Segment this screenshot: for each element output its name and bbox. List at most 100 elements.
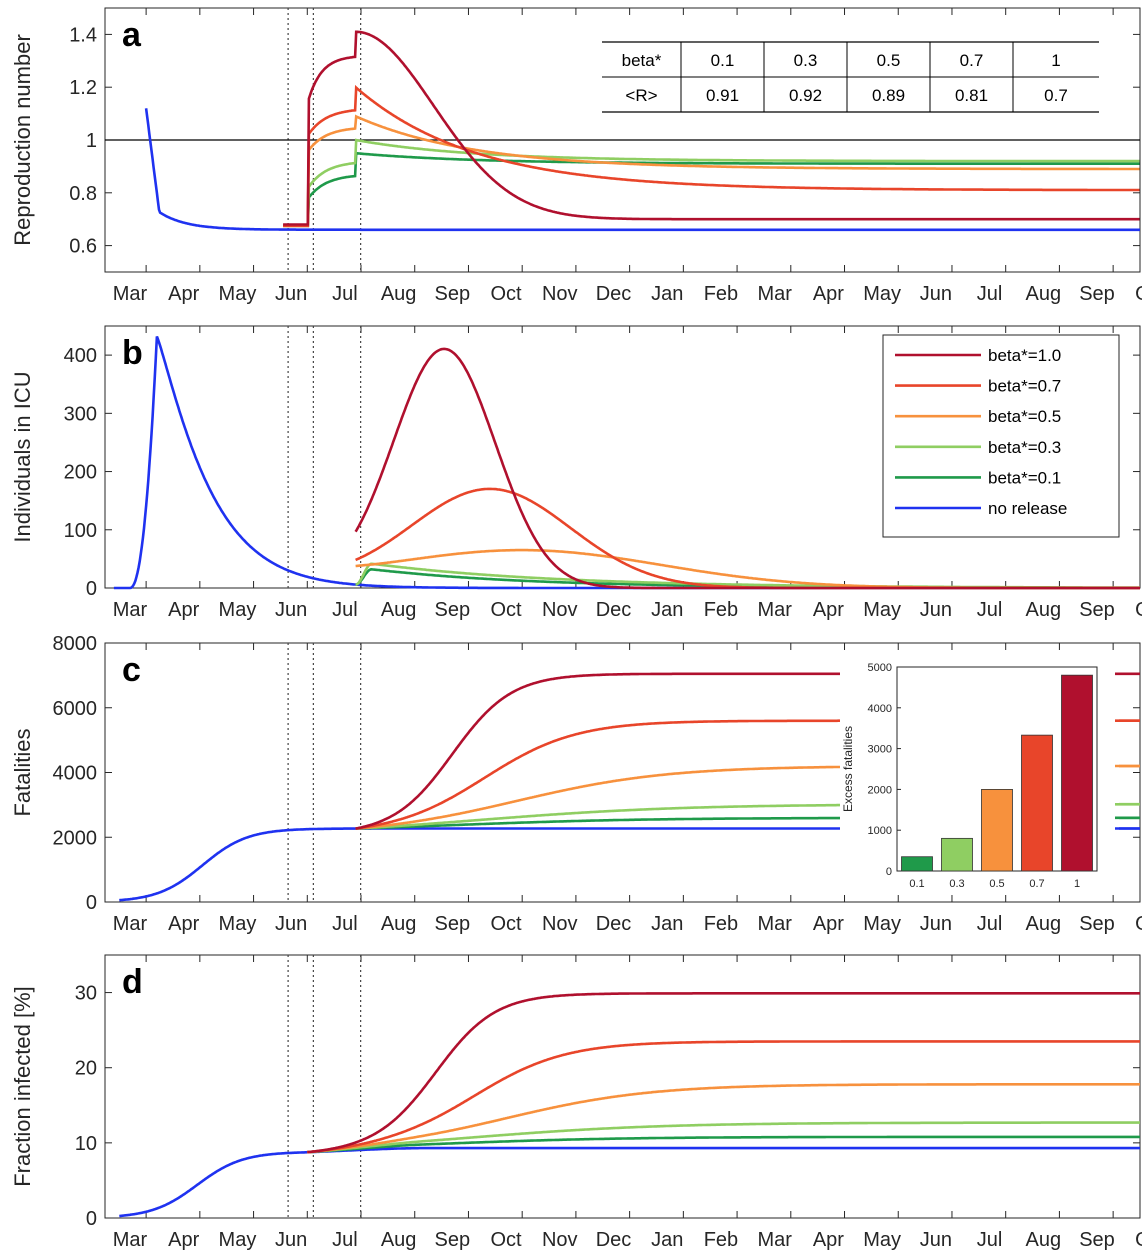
x-tick-label: Jul (977, 913, 1003, 935)
x-tick-label: Apr (813, 1229, 844, 1251)
r-table: beta* 0.1 0.3 0.5 0.7 1 <R> 0.91 0.92 0.89 0.81 0.7 (602, 41, 1099, 113)
panel-letter: a (122, 16, 142, 54)
x-tick-label: Mar (757, 283, 792, 305)
x-tick-label: Sep (435, 913, 471, 935)
series-beta_0.3 (307, 1121, 1140, 1154)
table-value-cell: 0.91 (706, 86, 739, 105)
x-tick-label: Mar (113, 599, 148, 621)
table-header-cell: 0.7 (960, 51, 984, 70)
table-value-cell: 0.7 (1044, 86, 1068, 105)
y-tick-label: 8000 (53, 633, 98, 655)
x-tick-label: Sep (1079, 913, 1115, 935)
series-beta_1.0 (283, 30, 1140, 226)
y-tick-label: 300 (64, 403, 97, 425)
legend-label: beta*=1.0 (988, 346, 1061, 365)
table-header-cell: 0.1 (711, 51, 735, 70)
legend-label: beta*=0.3 (988, 438, 1061, 457)
y-axis-label: Individuals in ICU (10, 371, 35, 542)
plot-area (104, 954, 1141, 1219)
series-beta_0.1 (307, 1135, 1140, 1154)
series-beta_1.0 (307, 991, 1140, 1154)
legend-label: beta*=0.7 (988, 377, 1061, 396)
inset-y-tick-label: 1000 (868, 825, 892, 837)
inset-x-tick-label: 0.1 (909, 878, 924, 890)
x-tick-label: Aug (381, 913, 417, 935)
x-tick-label: Oct (491, 599, 523, 621)
y-tick-label: 4000 (53, 763, 98, 785)
x-tick-label: Apr (813, 599, 844, 621)
inset-x-tick-label: 0.5 (989, 878, 1004, 890)
x-tick-label: Aug (1026, 1229, 1062, 1251)
x-tick-label: Jun (275, 1229, 307, 1251)
x-tick-label: Sep (1079, 599, 1115, 621)
x-tick-label: May (219, 599, 257, 621)
x-tick-label: Sep (435, 599, 471, 621)
y-tick-label: 0 (86, 1208, 97, 1230)
series-no_release (144, 108, 1140, 232)
x-tick-label: Mar (757, 599, 792, 621)
table-value-cell: <R> (625, 86, 657, 105)
x-tick-label: Jun (920, 913, 952, 935)
legend-label: no release (988, 499, 1067, 518)
panel-letter: c (122, 651, 141, 689)
y-tick-label: 6000 (53, 698, 98, 720)
inset-bar (941, 837, 973, 872)
x-tick-label: Sep (435, 1229, 471, 1251)
legend-box (882, 334, 1120, 538)
y-tick-label: 2000 (53, 827, 98, 849)
x-tick-label: Jun (275, 283, 307, 305)
series-beta_0.7 (283, 84, 1140, 228)
x-tick-label: Dec (596, 599, 632, 621)
y-tick-label: 0.8 (69, 183, 97, 205)
x-tick-label: Jul (332, 599, 358, 621)
x-tick-label: Dec (596, 283, 632, 305)
panel-letter: d (122, 963, 143, 1001)
table-header-cell: 1 (1051, 51, 1060, 70)
inset-bar (901, 856, 933, 872)
series-beta_0.5 (307, 1083, 1140, 1154)
x-tick-label: Oct (1135, 913, 1142, 935)
y-tick-label: 1.2 (69, 77, 97, 99)
x-tick-label: Jul (332, 1229, 358, 1251)
inset-y-tick-label: 2000 (868, 784, 892, 796)
y-tick-label: 100 (64, 520, 97, 542)
y-tick-label: 20 (75, 1058, 97, 1080)
table-header-cell: beta* (622, 51, 662, 70)
x-tick-label: Jun (920, 283, 952, 305)
x-tick-label: Aug (381, 283, 417, 305)
y-tick-label: 0.6 (69, 236, 97, 258)
table-header-cell: 0.3 (794, 51, 818, 70)
table-value-cell: 0.92 (789, 86, 822, 105)
inset-x-tick-label: 0.3 (949, 878, 964, 890)
legend-label: beta*=0.1 (988, 468, 1061, 487)
x-tick-label: Aug (381, 599, 417, 621)
x-tick-label: Jul (977, 599, 1003, 621)
x-tick-label: May (863, 283, 901, 305)
x-tick-label: Dec (596, 913, 632, 935)
x-tick-label: Apr (168, 1229, 199, 1251)
panel-d: Mar Apr May Jun Jul Aug Sep Oct Nov Dec Jan Feb Mar A… (10, 954, 1142, 1251)
inset-x-tick-label: 1 (1074, 878, 1080, 890)
x-tick-label: Feb (704, 913, 738, 935)
x-tick-label: May (863, 913, 901, 935)
panel-a: Mar Apr May Jun Jul Aug Sep Oct Nov Dec Jan Feb Mar A… (10, 7, 1142, 305)
y-tick-label: 400 (64, 345, 97, 367)
x-tick-label: Oct (491, 913, 523, 935)
x-tick-label: Jun (275, 599, 307, 621)
y-axis-label: Fatalities (10, 728, 35, 816)
x-tick-label: Aug (1026, 913, 1062, 935)
inset-bar (1021, 734, 1053, 872)
x-tick-label: Jan (651, 1229, 683, 1251)
x-tick-label: Nov (542, 599, 578, 621)
series-beta_0.3 (283, 138, 1140, 228)
x-tick-label: Dec (596, 1229, 632, 1251)
x-tick-label: Aug (1026, 599, 1062, 621)
x-tick-label: Sep (1079, 1229, 1115, 1251)
x-tick-label: Oct (1135, 283, 1142, 305)
y-tick-label: 0 (86, 578, 97, 600)
x-tick-label: Jul (977, 1229, 1003, 1251)
x-tick-label: Mar (113, 283, 148, 305)
series-beta_0.1 (283, 151, 1140, 228)
x-tick-label: Apr (168, 913, 199, 935)
